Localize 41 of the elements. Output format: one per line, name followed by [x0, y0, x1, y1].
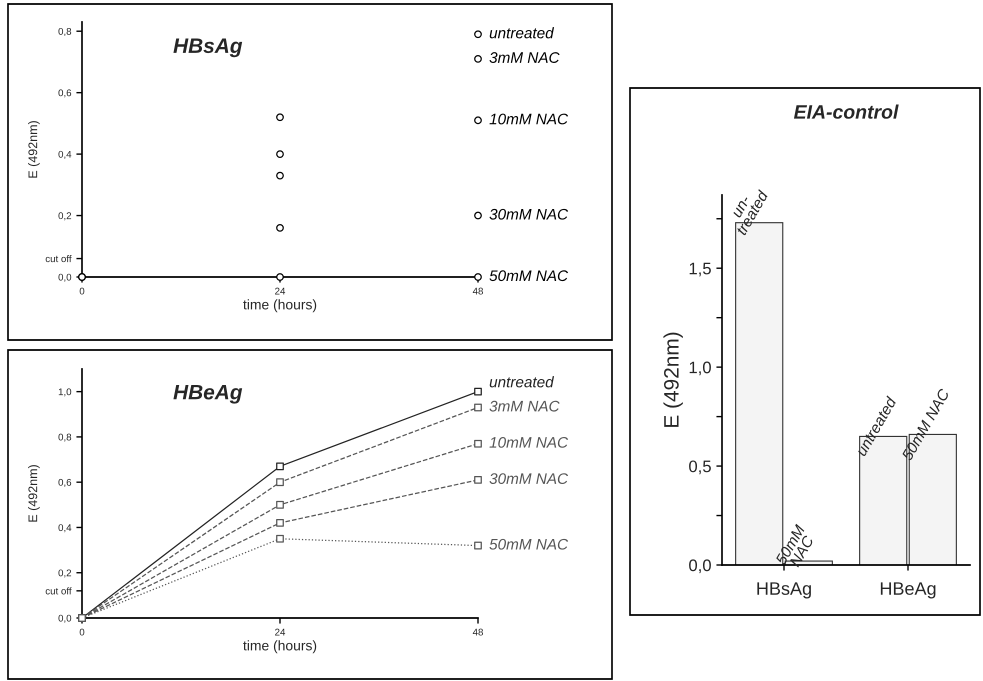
y-tick-label: 1,0 — [58, 388, 72, 396]
x-tick-label: 48 — [472, 288, 483, 295]
text: HBsAg — [173, 38, 242, 58]
y-tick-label: 0,4 — [58, 150, 72, 159]
y-tick-label: 1,0 — [690, 362, 711, 376]
y-tick-label: 1,5 — [690, 262, 711, 276]
x-tick-label: 0 — [80, 288, 84, 295]
x-tick-label: 24 — [275, 288, 286, 294]
y-tick-label: 0,0 — [58, 274, 72, 282]
x-tick-label: 48 — [472, 628, 483, 636]
y-tick-label: 0,6 — [58, 89, 72, 98]
y-tick-label: 0,6 — [58, 478, 72, 487]
y-tick-label: cut off — [46, 255, 72, 262]
series-label: 3mM NAC — [489, 52, 560, 63]
series-label: untreated — [490, 376, 554, 388]
series-label: 30mM NAC — [489, 208, 568, 220]
y-tick-label: 0,2 — [58, 212, 72, 220]
series-label: 30mM NAC — [489, 473, 568, 484]
y-tick-label: 0,0 — [58, 614, 72, 623]
series-label: 50mM NAC — [489, 538, 568, 550]
y-axis-title: E (492nm) — [663, 332, 683, 427]
chart-title: EIA-control — [794, 104, 899, 119]
x-axis-title: time (hours) — [243, 299, 316, 312]
y-tick-label: 0,8 — [58, 28, 72, 36]
x-tick-label: 0 — [80, 628, 84, 636]
y-tick-label: cut off — [46, 587, 72, 594]
series-label: 10mM NAC — [490, 114, 568, 124]
y-tick-label: 0,5 — [689, 460, 711, 474]
x-axis-title: time (hours) — [243, 640, 316, 654]
series-label: 3mM NAC — [489, 400, 560, 412]
x-tick-label: 24 — [275, 628, 286, 636]
y-tick-label: 0,0 — [689, 559, 711, 574]
y-axis-title: E (492nm) — [28, 121, 40, 178]
y-tick-label: 0,8 — [58, 434, 72, 442]
text: HBeAg — [173, 384, 242, 404]
y-tick-label: 0,4 — [58, 524, 72, 532]
series-label: 50mM NAC — [489, 270, 568, 282]
y-tick-label: 0,2 — [58, 569, 72, 578]
series-label: untreated — [490, 27, 554, 38]
y-axis-title: E (492nm) — [28, 465, 40, 522]
series-label: 10mM NAC — [490, 436, 568, 448]
